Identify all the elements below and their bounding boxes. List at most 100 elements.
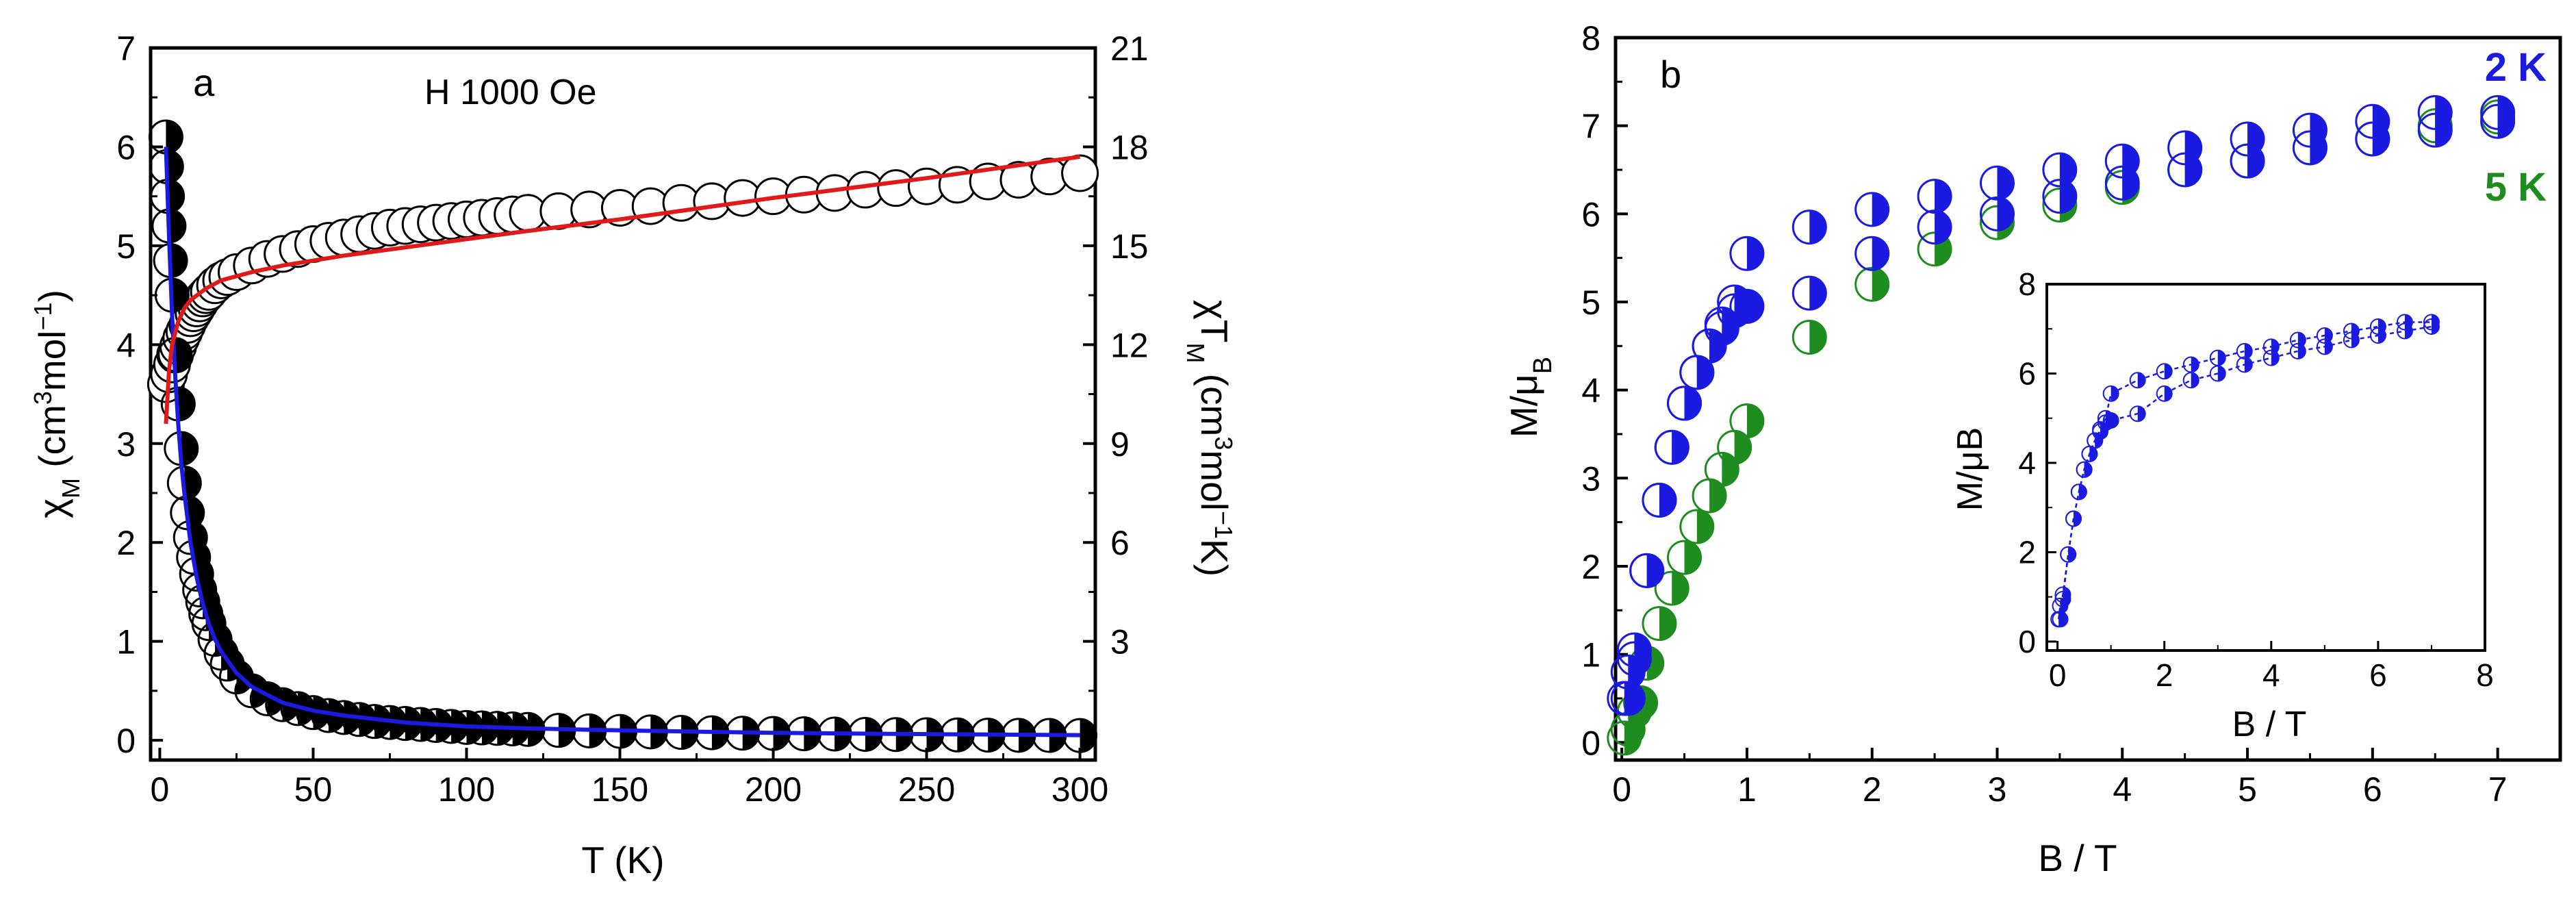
inset-2k-point-outline: [2156, 385, 2173, 402]
a-y2-tick-label: 3: [1110, 623, 1130, 661]
inset-2k-point-outline: [2054, 590, 2071, 607]
inset-2k-point-fill: [2191, 357, 2199, 372]
magnetization-5k-point-fill: [1734, 431, 1751, 464]
magnetization-2k-point-outline: [1791, 210, 1827, 245]
magnetization-5k-point-fill: [1746, 404, 1763, 438]
magnetization-2k-point-outline: [2167, 130, 2203, 166]
a-y2-tick-label: 18: [1110, 128, 1149, 166]
magnetization-2k-point-outline: [2292, 112, 2328, 148]
inset-2k-point: [2316, 338, 2333, 355]
magnetization-2k-point-fill: [1696, 355, 1713, 389]
inset-2k-point-outline: [2070, 483, 2087, 501]
chi-point-outline: [179, 556, 214, 592]
inset-2k-point: [2423, 318, 2440, 335]
inset-2k-point-fill: [2060, 611, 2068, 627]
inset-2k-point-fill: [2068, 546, 2076, 562]
inset-2k-point-fill: [2089, 446, 2097, 462]
inset-2k-point: [2076, 461, 2093, 478]
magnetization-2k-point: [2042, 152, 2078, 188]
inset-2k-point-fill: [2137, 406, 2145, 422]
magnetization-5k-point: [1729, 403, 1765, 439]
inset-y-tick-label: 4: [2018, 445, 2036, 481]
inset-2k-point-fill: [2431, 318, 2439, 334]
b-x-tick-label: 1: [1737, 770, 1757, 809]
inset-2k-point-outline: [2236, 356, 2253, 373]
a-x-tick-label: 50: [294, 770, 333, 809]
inset-2k-point: [2289, 342, 2306, 359]
inset-y-axis-title: M/μB: [1950, 427, 1990, 511]
panel-a-x-axis-title: T (K): [581, 839, 664, 881]
magnetization-5k-point-fill: [1659, 607, 1676, 640]
magnetization-5k-point-outline: [1667, 540, 1703, 575]
magnetization-2k-point-outline: [2417, 94, 2453, 130]
inset-2k-point-outline: [2396, 323, 2413, 340]
a-x-tick-label: 250: [898, 770, 955, 809]
magnetization-2k-point-outline: [1791, 275, 1827, 311]
inset-2k-point: [2052, 611, 2069, 628]
magnetization-2k-point-outline: [2042, 152, 2078, 188]
magnetization-2k-point: [1979, 196, 2015, 231]
inset-2k-point-fill: [2324, 339, 2332, 355]
b-x-tick-label: 0: [1612, 770, 1631, 809]
magnetization-2k-point-fill: [1809, 277, 1826, 310]
magnetization-2k-point: [1729, 236, 1765, 271]
chi-point-outline: [185, 584, 220, 620]
magnetization-5k-point-fill: [1684, 541, 1701, 574]
inset-y-tick-label: 2: [2018, 534, 2036, 570]
magnetization-2k-point: [1917, 179, 1952, 214]
magnetization-2k-point: [1679, 355, 1715, 390]
inset-y-tick-label: 0: [2018, 624, 2036, 659]
magnetization-2k-point-fill: [2184, 131, 2202, 164]
panel-b-x-axis-title: B / T: [2038, 837, 2117, 879]
magnetization-2k-point-fill: [2059, 153, 2076, 186]
inset-2k-point-outline: [2209, 365, 2226, 382]
magnetization-2k-point-outline: [1704, 306, 1739, 342]
inset-plot-frame: [2045, 283, 2486, 652]
magnetization-5k-point: [1654, 570, 1689, 606]
magnetization-5k-point: [1791, 319, 1827, 355]
magnetization-2k-point-fill: [1634, 633, 1651, 667]
inset-y-tick-label: 8: [2018, 266, 2036, 302]
b-x-tick-label: 7: [2488, 770, 2508, 809]
magnetization-2k-point: [1642, 482, 1677, 518]
inset-2k-point-fill: [2244, 343, 2252, 359]
magnetization-2k-point-fill: [2247, 122, 2265, 155]
magnetization-5k-point-outline: [1654, 570, 1689, 606]
magnetization-2k-point: [1854, 192, 1890, 227]
b-y-tick-label: 5: [1581, 283, 1601, 322]
magnetization-2k-point-fill: [1997, 166, 2014, 200]
magnetization-2k-point: [1917, 210, 1952, 245]
inset-2k-point: [2369, 327, 2386, 344]
magnetization-5k-point-outline: [1679, 509, 1715, 544]
magnetization-2k-point-outline: [1717, 284, 1752, 320]
magnetization-2k-point-outline: [1629, 553, 1665, 588]
legend-2k: 2 K: [2485, 45, 2547, 90]
inset-2k-point: [2182, 372, 2199, 389]
magnetization-5k-point: [1692, 478, 1727, 514]
magnetization-2k-point: [2417, 94, 2453, 130]
a-x-tick-label: 200: [745, 770, 802, 809]
chi-point-fill: [166, 150, 183, 184]
inset-2k-point-outline: [2065, 510, 2082, 527]
a-y-tick-label: 1: [116, 623, 136, 661]
a-y2-tick-label: 21: [1110, 29, 1149, 68]
magnetization-2k-point-outline: [1610, 654, 1646, 690]
magnetization-2k-point-fill: [1872, 192, 1889, 226]
magnetization-2k-point-outline: [1667, 386, 1703, 421]
magnetization-2k-point-fill: [1646, 554, 1663, 588]
magnetization-2k-point: [1607, 681, 1642, 716]
magnetization-2k-point: [2104, 143, 2140, 179]
magnetization-2k-point-outline: [1854, 192, 1890, 227]
magnetization-2k-point-fill: [1872, 237, 1889, 270]
inset-2k-point-fill: [2110, 386, 2119, 401]
magnetization-2k-point-fill: [1746, 237, 1763, 270]
legend-5k: 5 K: [2485, 165, 2547, 210]
magnetization-2k-point-outline: [1654, 429, 1689, 465]
panel-a-left-axis-title: χM (cm3mol−1): [29, 290, 85, 518]
magnetization-2k-point-fill: [1684, 386, 1701, 420]
magnetization-5k-point-outline: [1791, 319, 1827, 355]
magnetization-2k-point: [2480, 94, 2516, 130]
inset-2k-point-outline: [2369, 327, 2386, 344]
b-y-tick-label: 3: [1581, 459, 1601, 498]
inset-2k-point-outline: [2423, 318, 2440, 335]
